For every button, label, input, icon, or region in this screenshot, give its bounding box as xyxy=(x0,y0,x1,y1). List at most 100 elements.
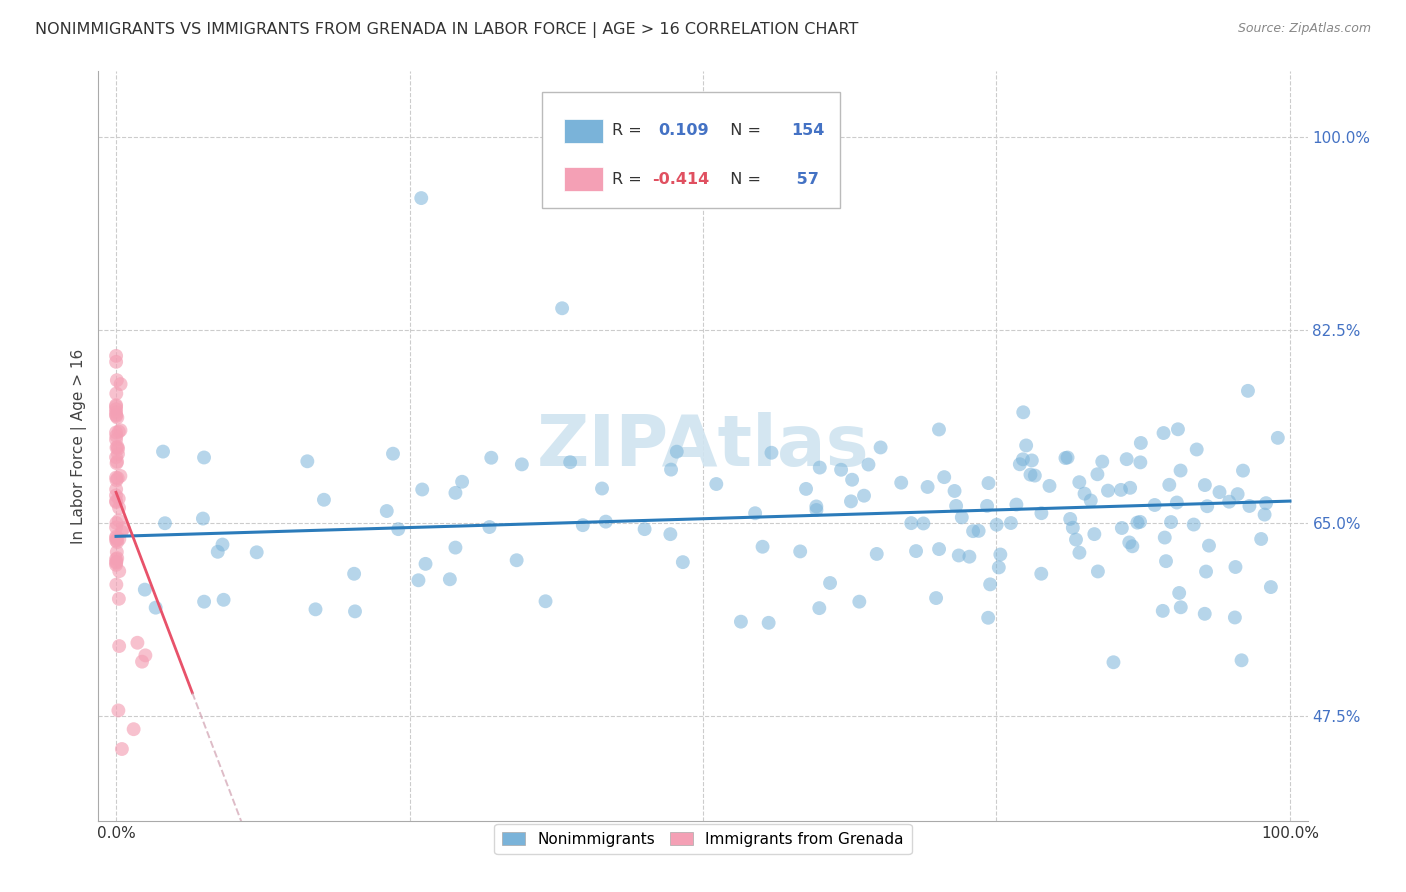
Point xyxy=(1111,521,1133,535)
Text: N =: N = xyxy=(720,172,766,186)
Point xyxy=(105,529,128,543)
Point xyxy=(806,500,828,514)
Point xyxy=(1267,431,1289,445)
Point xyxy=(105,410,128,425)
Point xyxy=(1087,565,1109,579)
Point xyxy=(131,655,153,669)
Point xyxy=(107,471,129,485)
FancyBboxPatch shape xyxy=(564,119,603,143)
Point xyxy=(1008,457,1031,471)
Point xyxy=(105,545,128,559)
Point xyxy=(1253,508,1275,522)
Point xyxy=(107,440,129,454)
Point xyxy=(1194,478,1216,492)
Point xyxy=(105,533,128,547)
Point xyxy=(411,191,433,205)
Point xyxy=(1250,532,1272,546)
Point xyxy=(411,483,433,497)
Point xyxy=(212,592,235,607)
Point xyxy=(830,463,852,477)
Point xyxy=(1024,468,1046,483)
Point xyxy=(818,576,841,591)
Point xyxy=(105,488,128,502)
Point xyxy=(107,703,129,717)
Point xyxy=(1129,515,1152,529)
Point xyxy=(153,516,176,531)
Point xyxy=(105,494,128,508)
Point xyxy=(1159,478,1181,492)
Point xyxy=(848,595,870,609)
Text: 154: 154 xyxy=(792,123,825,138)
Point xyxy=(1059,512,1081,526)
Point xyxy=(1167,422,1189,436)
Point xyxy=(105,577,128,591)
Point xyxy=(1168,586,1191,600)
Point xyxy=(111,524,134,539)
Point xyxy=(193,450,215,465)
Point xyxy=(948,549,970,563)
Text: NONIMMIGRANTS VS IMMIGRANTS FROM GRENADA IN LABOR FORCE | AGE > 16 CORRELATION C: NONIMMIGRANTS VS IMMIGRANTS FROM GRENADA… xyxy=(35,22,859,38)
Point xyxy=(761,446,783,460)
Point xyxy=(1182,517,1205,532)
Point xyxy=(758,615,780,630)
Point xyxy=(1073,486,1095,500)
Point xyxy=(1185,442,1208,457)
Point xyxy=(1195,565,1218,579)
Point xyxy=(1154,554,1177,568)
Point xyxy=(1170,464,1192,478)
Point xyxy=(191,511,214,525)
Point xyxy=(839,494,862,508)
Point xyxy=(1054,450,1077,465)
Point xyxy=(105,520,128,534)
Point xyxy=(1232,464,1254,478)
Text: R =: R = xyxy=(613,172,647,186)
Point xyxy=(665,444,688,458)
Point xyxy=(304,602,326,616)
Point xyxy=(107,513,129,527)
Point xyxy=(478,520,501,534)
Point xyxy=(1109,483,1132,497)
Point xyxy=(105,516,128,530)
Point xyxy=(659,527,682,541)
Point xyxy=(988,548,1011,562)
Point xyxy=(1019,467,1042,482)
Point xyxy=(108,532,131,546)
Point xyxy=(105,551,128,566)
Point xyxy=(105,535,128,549)
Text: ZIPAtlas: ZIPAtlas xyxy=(537,411,869,481)
Point xyxy=(444,541,467,555)
Point xyxy=(112,521,135,535)
Point xyxy=(105,400,128,414)
Point xyxy=(505,553,527,567)
Point xyxy=(979,577,1001,591)
Point xyxy=(108,591,131,606)
Point xyxy=(925,591,948,605)
FancyBboxPatch shape xyxy=(543,92,839,209)
Point xyxy=(1223,610,1246,624)
Point xyxy=(343,566,366,581)
Point xyxy=(928,422,950,436)
Point xyxy=(1062,521,1084,535)
Point xyxy=(1160,515,1182,529)
Point xyxy=(808,601,831,615)
Point xyxy=(343,604,366,618)
Point xyxy=(105,552,128,566)
Point xyxy=(1012,452,1035,467)
Point xyxy=(1197,500,1219,514)
Point xyxy=(986,517,1008,532)
Point xyxy=(105,398,128,412)
Text: 0.109: 0.109 xyxy=(658,123,709,138)
Point xyxy=(1254,496,1277,510)
Point xyxy=(105,483,128,497)
Point xyxy=(1152,604,1174,618)
Point xyxy=(105,450,128,465)
Point xyxy=(591,482,613,496)
Point xyxy=(905,544,928,558)
Point xyxy=(957,549,980,564)
Point xyxy=(794,482,817,496)
Point xyxy=(890,475,912,490)
Point xyxy=(704,477,727,491)
Text: 57: 57 xyxy=(792,172,820,186)
Point xyxy=(912,516,935,531)
Point xyxy=(152,444,174,458)
